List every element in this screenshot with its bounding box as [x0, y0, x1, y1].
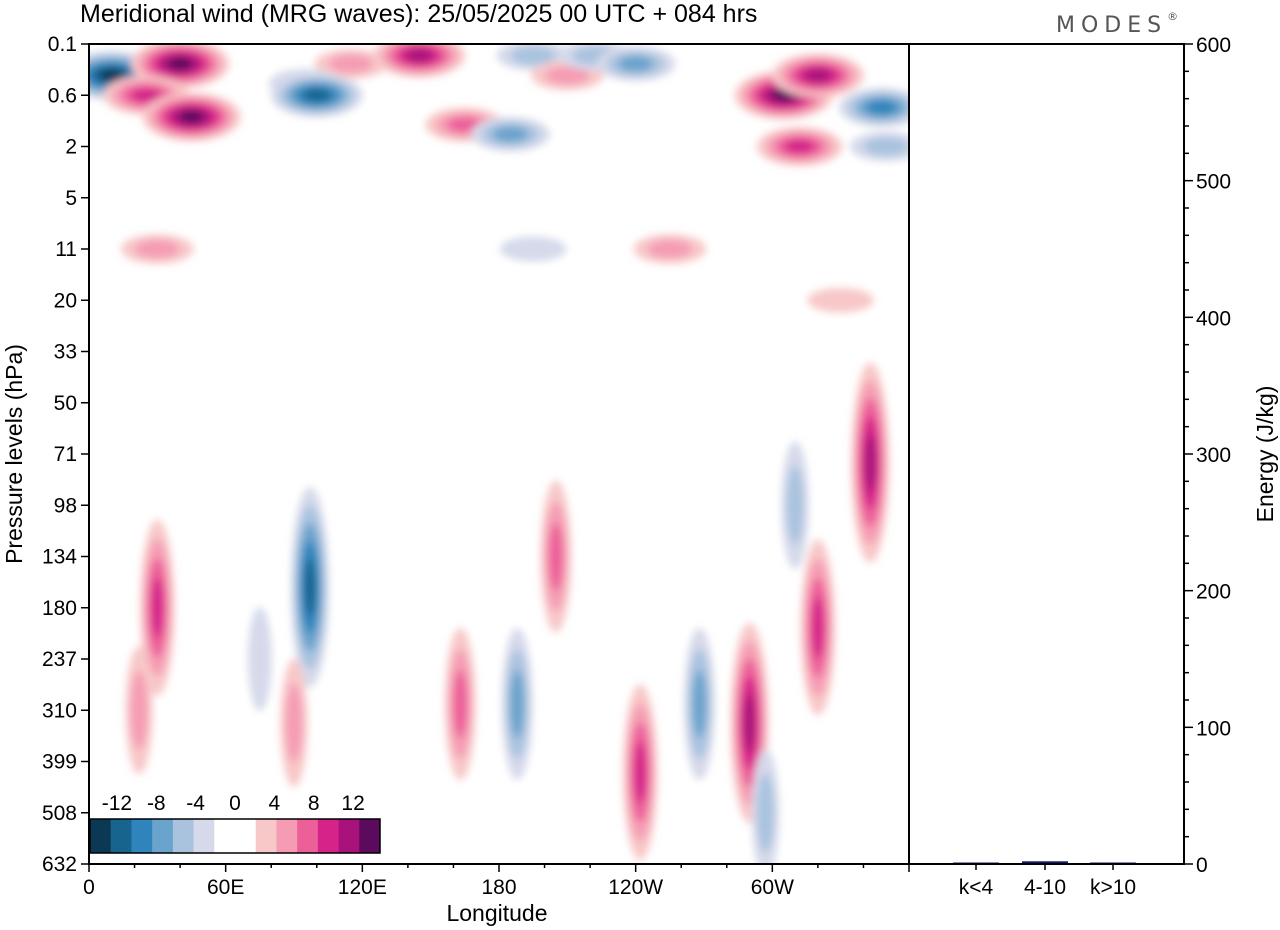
wind-anomaly-positive — [314, 49, 388, 79]
y-tick-label: 134 — [42, 546, 77, 569]
energy-axis-label: Energy (J/kg) — [1252, 386, 1278, 523]
y-tick-label: 399 — [42, 751, 77, 774]
colorbar-label: -12 — [102, 792, 132, 815]
wind-anomaly-negative — [248, 607, 272, 711]
energy-tick-label: 0 — [1196, 854, 1208, 877]
wind-anomaly-negative — [596, 46, 676, 82]
colorbar-label: -4 — [186, 792, 205, 815]
energy-tick-label: 400 — [1196, 307, 1231, 330]
y-tick-label: 71 — [54, 443, 77, 466]
longitude-axis: 0 60E 120E 180 120W 60W — [83, 864, 910, 899]
y-tick-label: 2 — [65, 136, 77, 159]
colorbar: -12 -8 -4 0 4 8 12 — [89, 792, 381, 854]
wind-anomaly-positive — [140, 519, 175, 696]
colorbar-swatch — [276, 819, 298, 853]
y-tick-label: 50 — [54, 392, 77, 415]
colorbar-swatch — [255, 819, 277, 853]
colorbar-swatch — [152, 819, 174, 853]
wind-anomaly-negative — [290, 487, 329, 688]
plot-background — [89, 44, 909, 864]
colorbar-swatch — [297, 819, 319, 853]
energy-tick-label: 200 — [1196, 581, 1231, 604]
y-tick-label: 180 — [42, 597, 77, 620]
colorbar-label: 0 — [229, 792, 241, 815]
energy-category-label: 4-10 — [1024, 876, 1066, 899]
energy-category-label: k<4 — [959, 876, 994, 899]
colorbar-label: 8 — [308, 792, 320, 815]
wind-anomaly-negative — [751, 748, 780, 864]
wind-anomaly-negative — [470, 117, 550, 152]
colorbar-swatch — [131, 819, 153, 853]
brand-text: MODES — [1056, 13, 1167, 38]
x-tick-label: 60W — [751, 876, 794, 899]
colorbar-label: 4 — [269, 792, 281, 815]
wind-anomaly-positive — [771, 53, 864, 98]
x-axis-label: Longitude — [446, 900, 547, 926]
wind-anomaly-positive — [280, 658, 308, 787]
y-tick-label: 632 — [42, 853, 77, 876]
colorbar-swatch — [235, 819, 257, 853]
wind-anomaly-positive — [807, 287, 874, 313]
wind-anomaly-negative — [270, 73, 363, 118]
energy-tick-label: 600 — [1196, 34, 1231, 57]
wind-anomaly-positive — [540, 480, 572, 633]
energy-category-label: k>10 — [1090, 876, 1136, 899]
x-tick-label: 120E — [338, 876, 387, 899]
energy-bar — [1022, 861, 1068, 864]
wind-anomaly-negative — [684, 627, 715, 780]
colorbar-label: -8 — [147, 792, 166, 815]
wind-anomaly-negative — [499, 236, 567, 262]
wind-anomaly-positive — [444, 627, 476, 780]
colorbar-swatch — [172, 819, 195, 853]
wind-anomaly-positive — [633, 234, 707, 264]
energy-tick-label: 300 — [1196, 444, 1231, 467]
y-tick-label: 508 — [42, 802, 77, 825]
y-tick-label: 20 — [54, 289, 77, 312]
colorbar-swatch — [338, 819, 360, 853]
wind-anomaly-negative — [849, 131, 909, 162]
energy-tick-label: 500 — [1196, 171, 1231, 194]
energy-frame — [908, 43, 1185, 865]
y-tick-label: 11 — [55, 238, 77, 261]
x-tick-label: 120W — [608, 876, 663, 899]
colorbar-swatch — [214, 819, 236, 853]
y-tick-label: 237 — [42, 648, 77, 671]
brand-mark: ® — [1167, 10, 1184, 23]
energy-tick-label: 100 — [1196, 717, 1231, 740]
wind-anomaly-negative — [501, 627, 533, 780]
wind-field — [89, 44, 909, 864]
wind-anomaly-positive — [756, 126, 843, 167]
energy-panel: 0 100 200 300 400 500 600 k<4 4-10 k>10 — [953, 34, 1231, 899]
colorbar-swatch — [90, 819, 112, 853]
chart-title: Meridional wind (MRG waves): 25/05/2025 … — [80, 0, 757, 28]
y-tick-label: 98 — [54, 494, 77, 517]
x-tick-label: 0 — [83, 876, 95, 899]
wind-anomaly-negative — [838, 87, 909, 128]
wind-anomaly-positive — [142, 92, 241, 142]
wind-anomaly-positive — [800, 539, 836, 716]
colorbar-label: 12 — [341, 792, 364, 815]
wind-anomaly-positive — [373, 44, 466, 78]
brand-logo: MODES® — [1056, 10, 1184, 38]
x-tick-label: 180 — [481, 876, 516, 899]
x-tick-label: 60E — [207, 876, 244, 899]
colorbar-swatch — [359, 819, 381, 853]
y-tick-label: 310 — [42, 699, 77, 722]
y-tick-label: 0.1 — [48, 33, 77, 56]
colorbar-swatch — [110, 819, 132, 853]
wind-anomaly-positive — [125, 646, 153, 775]
wind-anomaly-positive — [851, 362, 890, 563]
wind-anomaly-positive — [623, 684, 658, 861]
y-tick-label: 5 — [65, 187, 77, 210]
y-tick-label: 0.6 — [48, 84, 77, 107]
y-axis-label: Pressure levels (hPa) — [1, 344, 27, 564]
pressure-axis: 0.1 0.6 2 5 11 20 33 50 71 98 134 180 237 310 399 508 63… — [42, 33, 89, 876]
y-tick-label: 33 — [54, 341, 77, 364]
wind-anomaly-positive — [120, 234, 194, 264]
colorbar-swatch — [193, 819, 215, 853]
colorbar-swatch — [317, 819, 340, 853]
wind-anomaly-negative — [781, 441, 809, 570]
